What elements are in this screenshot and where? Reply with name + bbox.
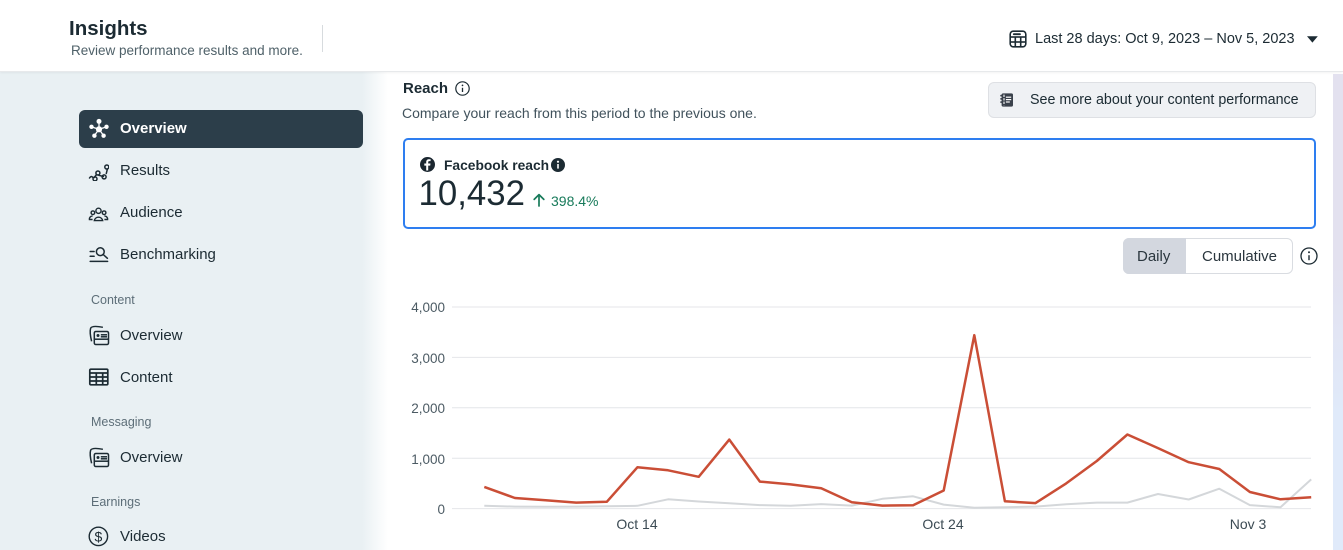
- svg-text:$: $: [95, 528, 103, 544]
